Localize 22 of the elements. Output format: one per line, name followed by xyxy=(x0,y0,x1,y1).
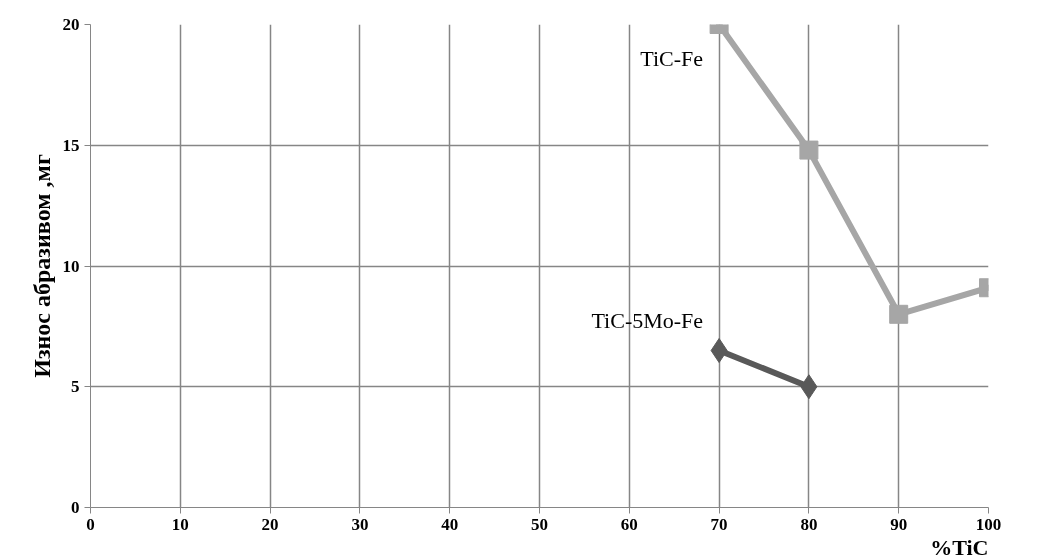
y-tick-label: 5 xyxy=(71,377,80,397)
point xyxy=(799,140,819,160)
x-tick-label: 80 xyxy=(800,514,818,534)
series-label: TiC-Fe xyxy=(640,46,704,71)
point xyxy=(889,304,909,324)
y-tick-label: 20 xyxy=(62,15,80,34)
x-tick-label: 20 xyxy=(261,514,279,534)
x-tick-label: 60 xyxy=(620,514,638,534)
x-tick-label: 30 xyxy=(351,514,369,534)
y-tick-label: 0 xyxy=(71,498,80,517)
y-tick-label: 15 xyxy=(62,135,80,155)
series-label: TiC-5Mo-Fe xyxy=(591,308,704,334)
x-tick-label: 10 xyxy=(171,514,189,534)
y-tick-label: 10 xyxy=(62,256,80,276)
y-axis-title: Износ абразивом ,мг xyxy=(28,154,55,378)
x-axis-title: %TiC xyxy=(930,534,989,559)
x-tick-label: 70 xyxy=(710,514,728,534)
x-tick-label: 40 xyxy=(441,514,459,534)
x-tick-label: 0 xyxy=(86,514,95,534)
x-tick-label: 50 xyxy=(531,514,548,534)
x-tick-label: 90 xyxy=(890,514,908,534)
x-tick-label: 100 xyxy=(975,514,1002,534)
